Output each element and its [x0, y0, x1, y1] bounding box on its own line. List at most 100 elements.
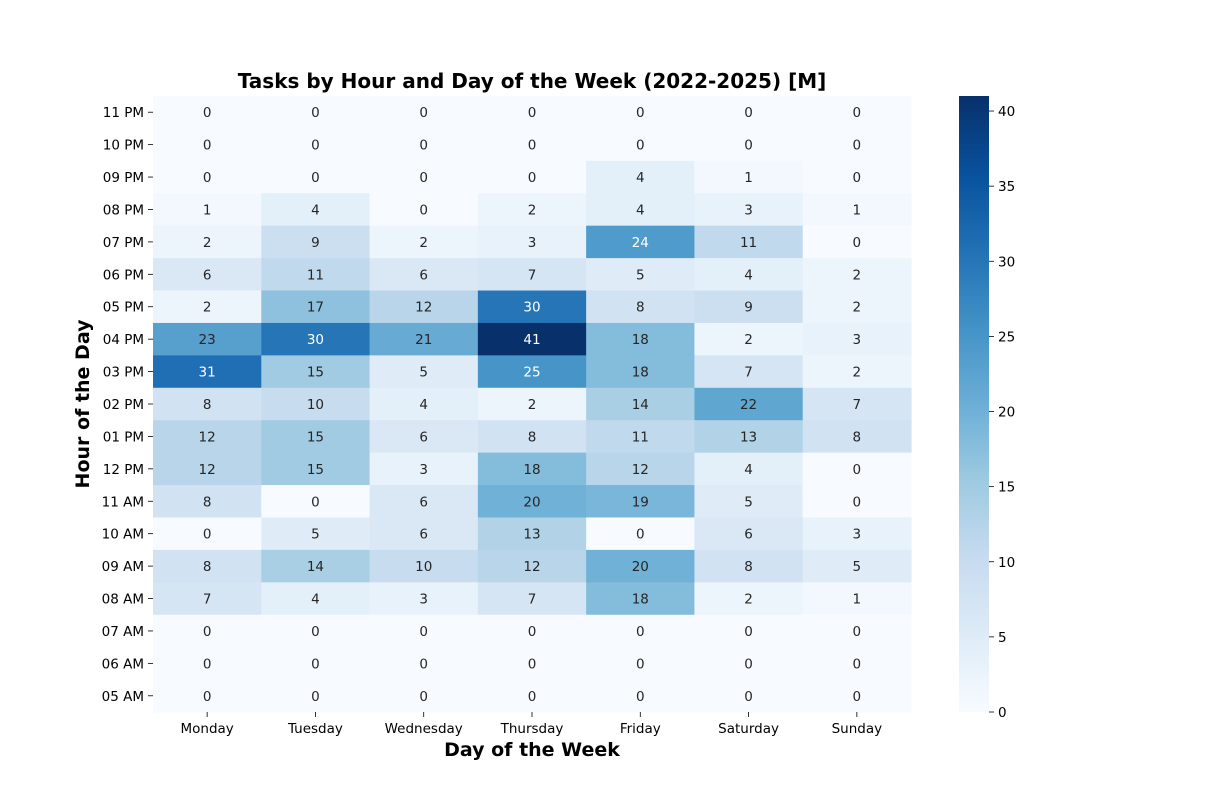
- cell-value-label: 2: [203, 235, 212, 251]
- cell-value-label: 23: [199, 332, 216, 348]
- cell-value-label: 20: [523, 494, 540, 510]
- y-tick-label: 03 PM: [103, 365, 144, 381]
- heatmap-cell: [694, 290, 804, 324]
- heatmap-cell: [802, 322, 912, 356]
- y-tick-label: 10 AM: [102, 527, 144, 543]
- cell-value-label: 0: [203, 656, 212, 672]
- heatmap-cell: [369, 322, 479, 356]
- colorbar-tick-label: 0: [998, 705, 1007, 721]
- heatmap-cell: [802, 549, 912, 583]
- heatmap-cell: [586, 96, 696, 130]
- cell-value-label: 0: [203, 624, 212, 640]
- y-tick-label: 10 PM: [103, 138, 144, 154]
- heatmap-cell: [153, 322, 262, 356]
- cell-value-label: 0: [203, 138, 212, 154]
- cell-value-label: 4: [311, 592, 320, 608]
- cell-value-label: 0: [203, 170, 212, 186]
- heatmap-cell: [261, 549, 371, 583]
- cell-value-label: 0: [636, 105, 645, 121]
- x-tick-label: Friday: [620, 721, 661, 737]
- heatmap-cell: [802, 582, 912, 616]
- cell-value-label: 10: [307, 397, 324, 413]
- heatmap-cell: [369, 420, 479, 454]
- heatmap-cell: [694, 679, 804, 713]
- cell-value-label: 12: [199, 462, 216, 478]
- cell-value-label: 7: [853, 397, 862, 413]
- heatmap-cell: [802, 355, 912, 389]
- cell-value-label: 0: [853, 138, 862, 154]
- cell-value-label: 41: [523, 332, 540, 348]
- cell-value-label: 14: [307, 559, 324, 575]
- heatmap-cell: [802, 387, 912, 421]
- heatmap-cell: [802, 290, 912, 324]
- cell-value-label: 6: [203, 267, 212, 283]
- heatmap-cell: [369, 614, 479, 648]
- cell-value-label: 21: [415, 332, 432, 348]
- heatmap-cell: [153, 128, 262, 162]
- cell-value-label: 31: [199, 365, 216, 381]
- cell-value-label: 6: [419, 267, 428, 283]
- cell-value-label: 5: [636, 267, 645, 283]
- cell-value-label: 0: [203, 689, 212, 705]
- heatmap-cell: [802, 160, 912, 194]
- cell-value-label: 2: [528, 202, 537, 218]
- cell-value-label: 0: [311, 689, 320, 705]
- cell-value-label: 0: [636, 689, 645, 705]
- heatmap-cell: [153, 485, 262, 519]
- x-tick-label: Sunday: [832, 721, 883, 737]
- cell-value-label: 8: [636, 300, 645, 316]
- heatmap-cell: [369, 452, 479, 486]
- heatmap-cell: [153, 420, 262, 454]
- heatmap-cell: [802, 679, 912, 713]
- heatmap-cell: [477, 452, 587, 486]
- x-axis-title: Day of the Week: [444, 739, 620, 761]
- heatmap-cell: [153, 549, 262, 583]
- heatmap-cell: [586, 679, 696, 713]
- heatmap-cell: [802, 258, 912, 292]
- cell-value-label: 0: [528, 138, 537, 154]
- heatmap-cell: [261, 647, 371, 681]
- cell-value-label: 8: [203, 494, 212, 510]
- cell-value-label: 5: [853, 559, 862, 575]
- colorbar-tick-label: 20: [998, 405, 1015, 421]
- heatmap-cell: [694, 193, 804, 227]
- heatmap-cell: [802, 193, 912, 227]
- y-tick-label: 12 PM: [103, 462, 144, 478]
- cell-value-label: 12: [632, 462, 649, 478]
- y-tick-label: 04 PM: [103, 332, 144, 348]
- heatmap-cell: [694, 647, 804, 681]
- heatmap-cell: [153, 582, 262, 616]
- heatmap-cell: [261, 322, 371, 356]
- cell-value-label: 2: [853, 365, 862, 381]
- cell-value-label: 8: [203, 397, 212, 413]
- cell-value-label: 1: [203, 202, 212, 218]
- cell-value-label: 25: [523, 365, 540, 381]
- heatmap-cell: [369, 485, 479, 519]
- cell-value-label: 3: [419, 462, 428, 478]
- cell-value-label: 0: [744, 105, 753, 121]
- cell-value-label: 1: [853, 592, 862, 608]
- y-axis-ticks: 11 PM 10 PM 09 PM 08 PM 07 PM 06 PM 05 PM 04 PM…: [102, 105, 153, 705]
- cell-value-label: 0: [636, 138, 645, 154]
- cell-value-label: 7: [528, 267, 537, 283]
- cell-value-label: 0: [636, 527, 645, 543]
- heatmap-cell: [694, 614, 804, 648]
- y-tick-label: 11 PM: [103, 105, 144, 121]
- heatmap-cell: [153, 647, 262, 681]
- heatmap-cell: [477, 322, 587, 356]
- heatmap-cell: [477, 485, 587, 519]
- heatmap-cell: [802, 614, 912, 648]
- heatmap-cell: [153, 193, 262, 227]
- colorbar-tick-label: 10: [998, 555, 1015, 571]
- cell-value-label: 1: [853, 202, 862, 218]
- y-axis-title: Hour of the Day: [72, 319, 94, 489]
- heatmap-cell: [694, 128, 804, 162]
- cell-value-label: 2: [203, 300, 212, 316]
- cell-value-label: 7: [744, 365, 753, 381]
- y-tick-label: 08 PM: [103, 202, 144, 218]
- cell-value-label: 22: [740, 397, 757, 413]
- cell-value-label: 10: [415, 559, 432, 575]
- x-axis-ticks: Monday Tuesday Wednesday Thursday Friday Satu…: [180, 712, 882, 737]
- heatmap-cell: [369, 647, 479, 681]
- cell-value-label: 4: [311, 202, 320, 218]
